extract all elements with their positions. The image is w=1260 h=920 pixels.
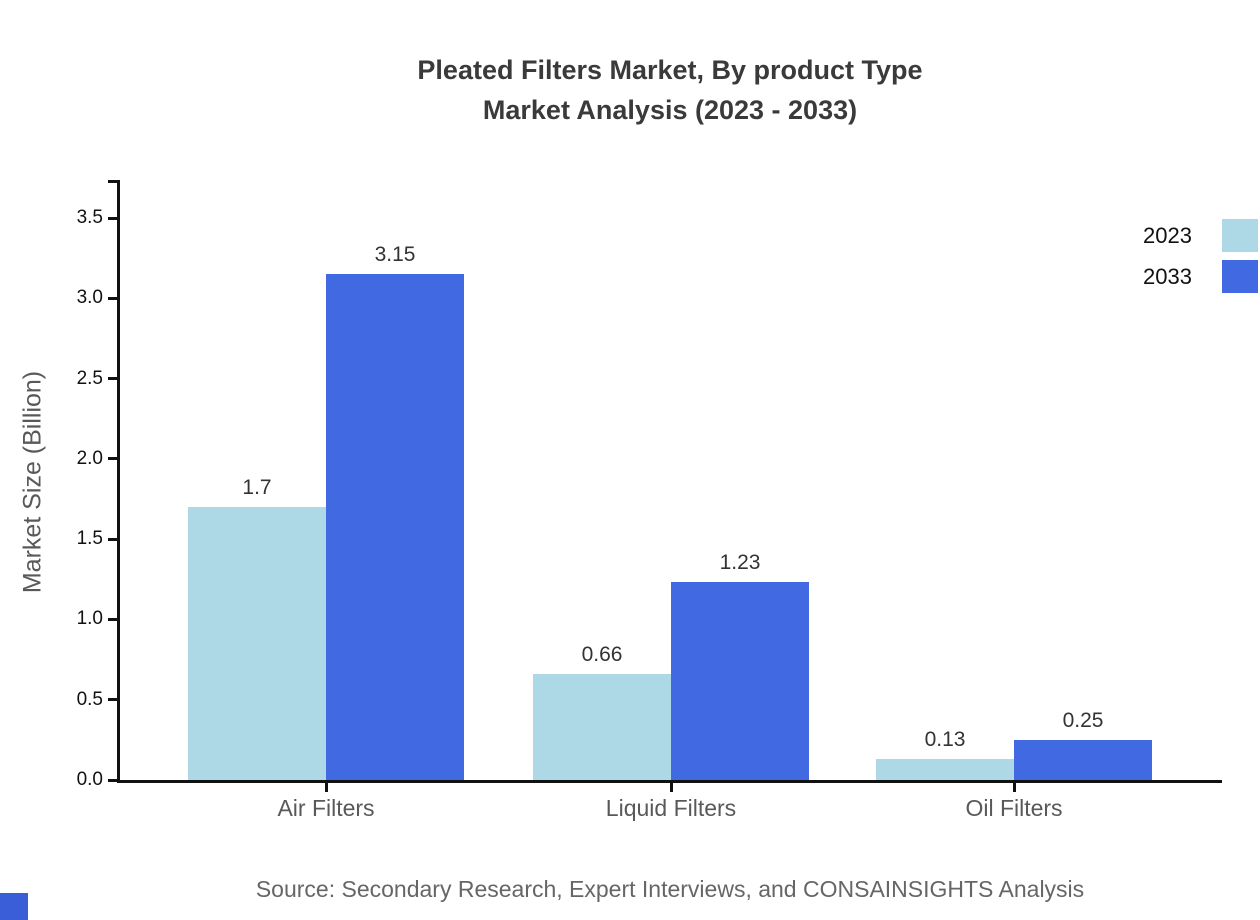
bar-oil-filters-2023	[876, 759, 1014, 780]
plot-area: 0.0 0.5 1.0 1.5 2.0 2.5 3.0 3.5 1.7 3.15 Air Filte…	[77, 180, 1222, 821]
bar-oil-filters-2033	[1014, 740, 1152, 780]
y-tick-label: 2.0	[76, 447, 103, 469]
category-label-liquid-filters: Liquid Filters	[605, 795, 737, 821]
bar-value-label: 0.13	[924, 728, 966, 751]
y-tick-label: 1.5	[76, 528, 103, 550]
bar-liquid-filters-2033	[671, 582, 809, 780]
y-tick-label: 0.0	[76, 769, 103, 790]
chart-title-line1: Pleated Filters Market, By product Type	[417, 55, 923, 85]
y-tick	[108, 617, 118, 621]
y-tick	[108, 778, 118, 782]
bar-air-filters-2033	[326, 274, 464, 780]
logo-mark	[0, 893, 28, 920]
y-tick	[108, 216, 118, 220]
y-tick-label: 1.0	[76, 608, 103, 630]
y-tick-label: 3.5	[76, 207, 103, 228]
y-tick-label: 0.5	[76, 688, 103, 710]
legend-swatch-2033	[1222, 260, 1258, 293]
y-tick-label: 2.5	[76, 367, 103, 389]
x-tick	[324, 783, 328, 792]
bar-value-label: 0.66	[581, 643, 623, 666]
legend-row-2033: 2033	[1128, 260, 1258, 293]
y-axis-title: Market Size (Billion)	[18, 370, 47, 594]
y-tick	[108, 296, 118, 300]
y-tick	[108, 698, 118, 702]
y-tick-label: 3.0	[76, 287, 103, 309]
bar-value-label: 3.15	[374, 243, 416, 266]
bar-liquid-filters-2023	[533, 674, 671, 780]
legend-label: 2023	[1143, 222, 1192, 248]
source-note: Source: Secondary Research, Expert Inter…	[255, 876, 1085, 902]
bar-value-label: 1.23	[719, 551, 761, 574]
x-axis-line	[117, 780, 1222, 783]
y-tick	[108, 457, 118, 461]
legend-swatch-2023	[1222, 219, 1258, 252]
legend-row-2023: 2023	[1128, 219, 1258, 252]
y-axis-top-cap	[108, 180, 118, 183]
legend: 2023 2033	[1128, 219, 1258, 301]
bar-value-label: 0.25	[1062, 709, 1104, 732]
chart-title-line2: Market Analysis (2023 - 2033)	[482, 95, 858, 125]
x-tick	[669, 783, 673, 792]
category-label-oil-filters: Oil Filters	[965, 795, 1063, 821]
bar-air-filters-2023	[188, 507, 326, 780]
y-tick	[108, 537, 118, 541]
y-tick	[108, 377, 118, 381]
legend-label: 2033	[1143, 263, 1192, 289]
bar-value-label: 1.7	[242, 476, 272, 499]
chart-title: Pleated Filters Market, By product Type …	[118, 50, 1222, 130]
x-tick	[1012, 783, 1016, 792]
category-label-air-filters: Air Filters	[277, 795, 375, 821]
y-axis-spine	[117, 180, 120, 783]
